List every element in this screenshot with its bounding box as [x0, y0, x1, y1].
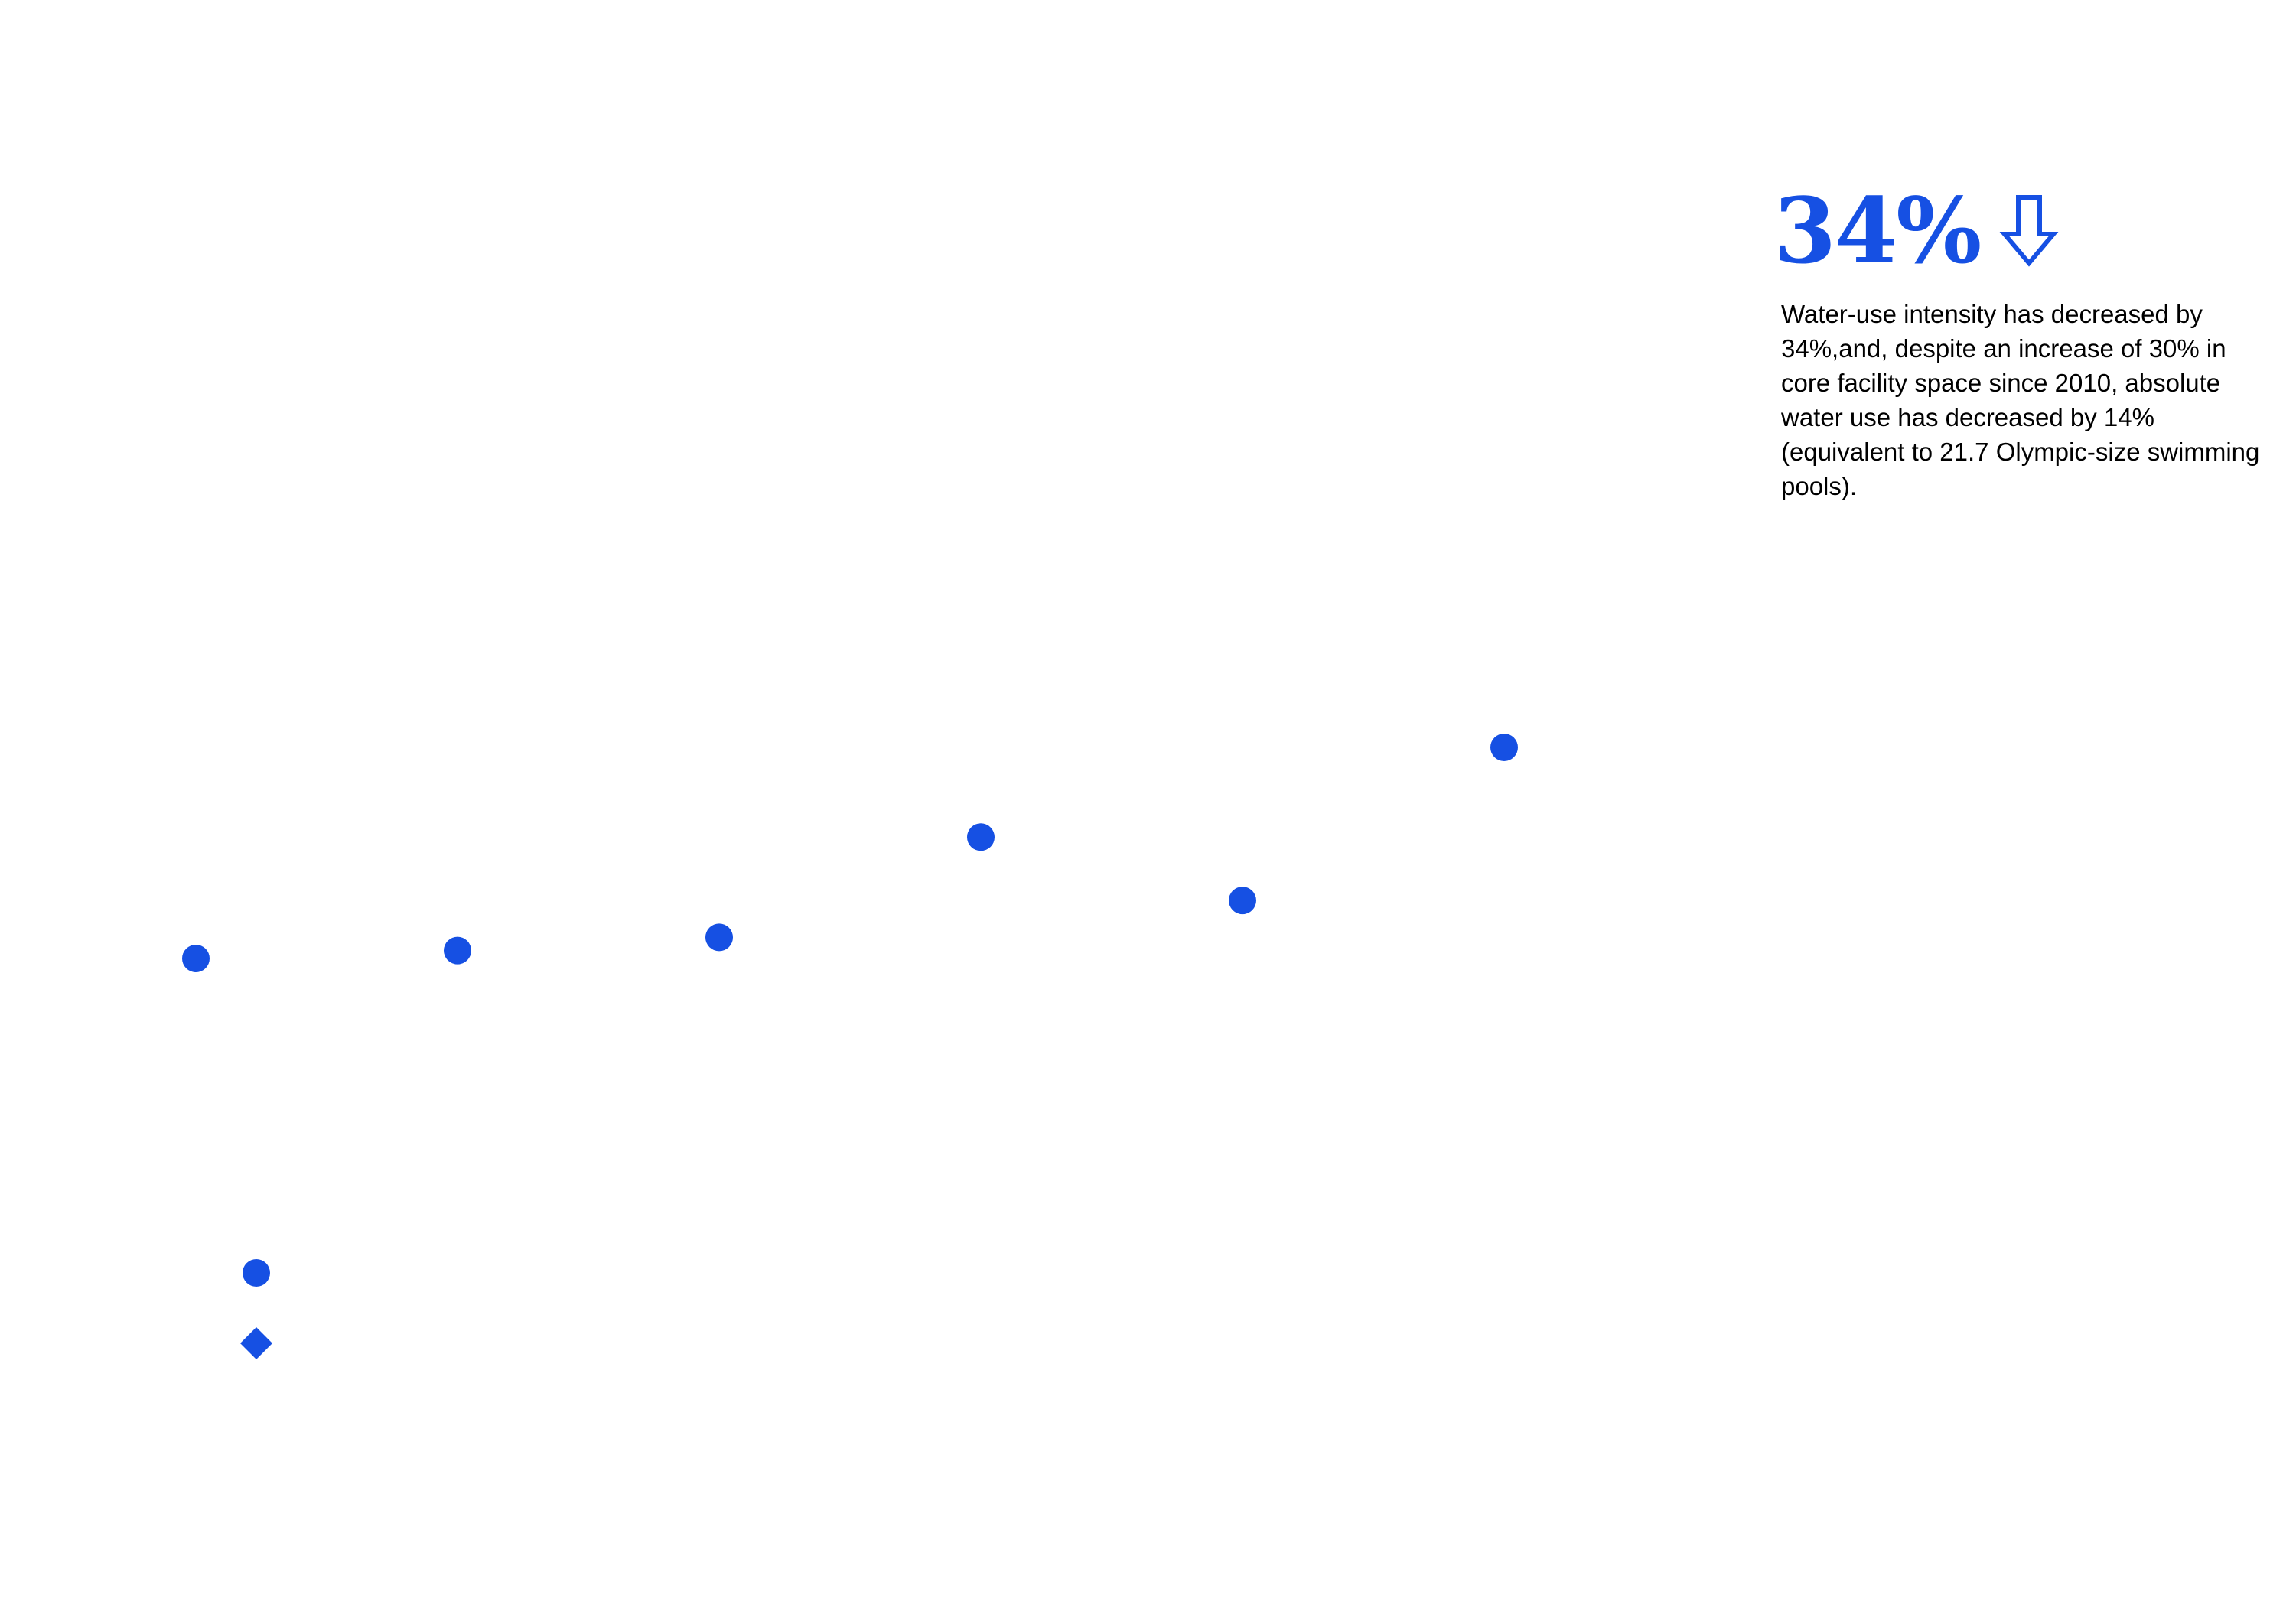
data-point — [444, 936, 471, 965]
data-point — [1490, 734, 1518, 761]
data-point — [967, 823, 995, 851]
data-point — [705, 923, 733, 952]
arrow-down-icon — [1999, 195, 2059, 267]
data-point — [1229, 887, 1256, 915]
legend-marker-diamond — [240, 1327, 272, 1359]
legend-marker-circle — [243, 1259, 270, 1287]
stat-callout: 34% Water-use intensity has decreased by… — [1773, 177, 2278, 503]
stat-headline: 34% — [1773, 177, 2278, 285]
stat-value: 34% — [1773, 177, 1982, 284]
stat-description: Water-use intensity has decreased by 34%… — [1781, 300, 2260, 500]
data-point — [182, 945, 210, 972]
